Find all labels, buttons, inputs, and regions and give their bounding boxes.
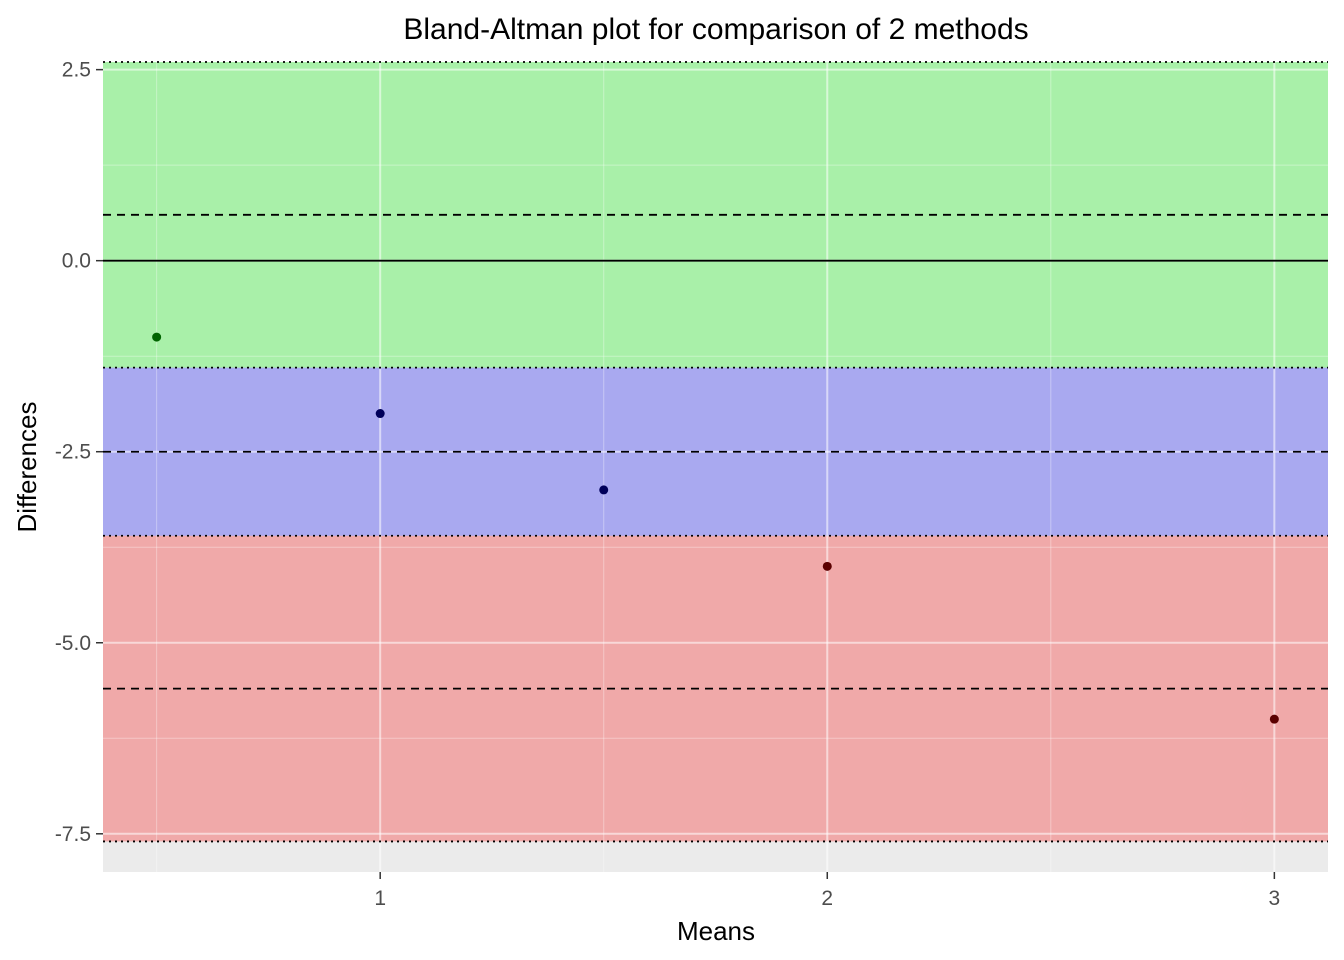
y-tick-label-3: -5.0 bbox=[55, 632, 91, 655]
reference-lines-layer bbox=[103, 61, 1328, 843]
data-point-0 bbox=[152, 332, 162, 342]
band-0 bbox=[103, 62, 1328, 368]
y-tick-label-1: 0.0 bbox=[62, 250, 91, 273]
y-axis-title: Differences bbox=[12, 401, 42, 532]
data-point-4 bbox=[1269, 714, 1279, 724]
data-point-3 bbox=[822, 561, 832, 571]
plot-area bbox=[103, 61, 1328, 872]
y-tick-label-0: 2.5 bbox=[62, 59, 91, 82]
plot-panel-background bbox=[103, 62, 1328, 872]
band-2 bbox=[103, 535, 1328, 842]
data-point-2 bbox=[599, 485, 609, 495]
points-layer bbox=[152, 332, 1279, 724]
x-tick-label-0: 1 bbox=[374, 887, 386, 910]
chart-title: Bland-Altman plot for comparison of 2 me… bbox=[403, 13, 1028, 46]
y-tick-label-2: -2.5 bbox=[55, 441, 91, 464]
bands-layer bbox=[103, 62, 1328, 842]
data-point-1 bbox=[375, 409, 385, 419]
x-axis-title: Means bbox=[677, 916, 755, 946]
x-tick-label-1: 2 bbox=[821, 887, 833, 910]
x-tick-label-2: 3 bbox=[1269, 887, 1281, 910]
x-axis: 1 2 3 bbox=[374, 872, 1280, 910]
y-tick-label-4: -7.5 bbox=[55, 823, 91, 846]
y-axis: 2.5 0.0 -2.5 -5.0 -7.5 bbox=[55, 59, 103, 846]
